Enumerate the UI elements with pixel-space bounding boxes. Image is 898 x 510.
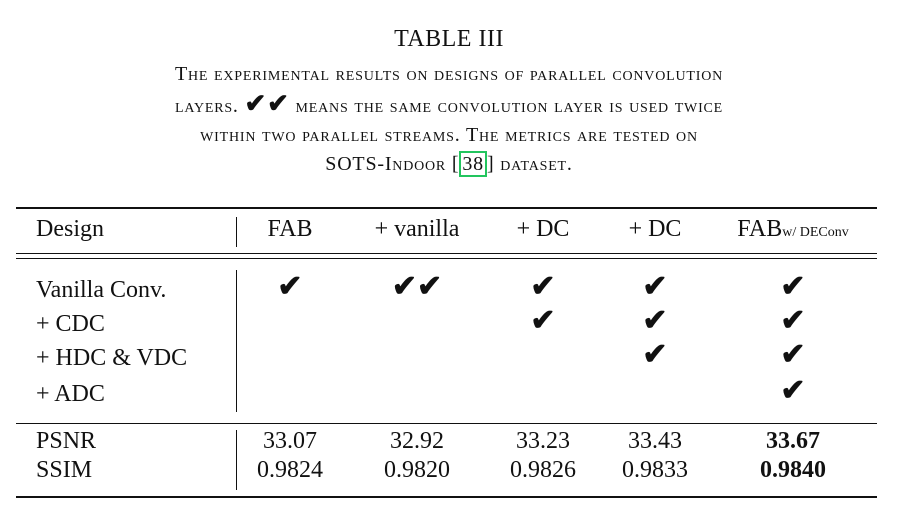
check-icon: ✔	[642, 338, 668, 371]
caption-line-1: The experimental results on designs of p…	[174, 63, 724, 85]
metrics-rule	[16, 423, 877, 424]
psnr-fab-deconv: 33.67	[766, 428, 820, 454]
psnr-dc-1: 33.23	[516, 428, 570, 454]
ssim-fab: 0.9824	[257, 457, 323, 483]
check-icon: ✔	[780, 270, 806, 303]
check-icon: ✔	[530, 304, 556, 337]
row-label-cdc: + CDC	[36, 311, 105, 337]
header-dc-1: + DC	[516, 216, 570, 242]
header-rule-2	[16, 258, 877, 259]
caption-line-4-pre: SOTS-Indoor [	[325, 153, 460, 175]
check-icon: ✔	[530, 270, 556, 303]
citation-link[interactable]: 38	[459, 151, 487, 177]
check-icon: ✔	[642, 270, 668, 303]
table-bottom-rule	[16, 496, 877, 498]
row-label-adc: + ADC	[36, 381, 105, 407]
header-fab-deconv-main: FAB	[737, 216, 783, 242]
column-divider	[236, 270, 237, 412]
header-fab: FAB	[267, 216, 313, 242]
ssim-fab-deconv: 0.9840	[760, 457, 826, 483]
check-icon: ✔	[780, 374, 806, 407]
psnr-dc-2: 33.43	[628, 428, 682, 454]
header-design: Design	[36, 216, 104, 242]
column-divider	[236, 430, 237, 490]
check-icon: ✔	[642, 304, 668, 337]
caption-line-2-post: means the same convolution layer is used…	[295, 95, 724, 117]
ssim-vanilla: 0.9820	[384, 457, 450, 483]
header-fab-deconv: FABw/ DEConv	[737, 216, 848, 243]
caption-line-4-post: ] dataset.	[486, 153, 573, 175]
header-vanilla: + vanilla	[374, 216, 460, 242]
row-label-vanilla-conv: Vanilla Conv.	[36, 277, 167, 303]
psnr-fab: 33.07	[263, 428, 317, 454]
psnr-vanilla: 32.92	[390, 428, 444, 454]
caption-line-2-pre: layers.	[174, 95, 239, 117]
check-icon: ✔	[780, 338, 806, 371]
header-fab-deconv-sub: w/ DEConv	[782, 225, 849, 240]
table-title: TABLE III	[394, 26, 504, 52]
table-top-rule	[16, 207, 877, 209]
ssim-dc-1: 0.9826	[510, 457, 576, 483]
double-check-icon: ✔✔	[391, 270, 443, 303]
metric-label-ssim: SSIM	[36, 457, 93, 483]
metric-label-psnr: PSNR	[36, 428, 97, 454]
caption-line-2: layers. ✔✔ means the same convolution la…	[20, 89, 878, 121]
header-dc-2: + DC	[628, 216, 682, 242]
ssim-dc-2: 0.9833	[622, 457, 688, 483]
row-label-hdc-vdc: + HDC & VDC	[36, 345, 188, 371]
table-caption: The experimental results on designs of p…	[20, 60, 878, 179]
column-divider	[236, 217, 237, 247]
check-icon: ✔	[780, 304, 806, 337]
double-check-icon: ✔✔	[244, 89, 290, 118]
header-rule-1	[16, 253, 877, 254]
caption-line-3: within two parallel streams. The metrics…	[200, 124, 698, 146]
caption-line-4: SOTS-Indoor [38] dataset.	[20, 150, 878, 179]
check-icon: ✔	[277, 270, 303, 303]
